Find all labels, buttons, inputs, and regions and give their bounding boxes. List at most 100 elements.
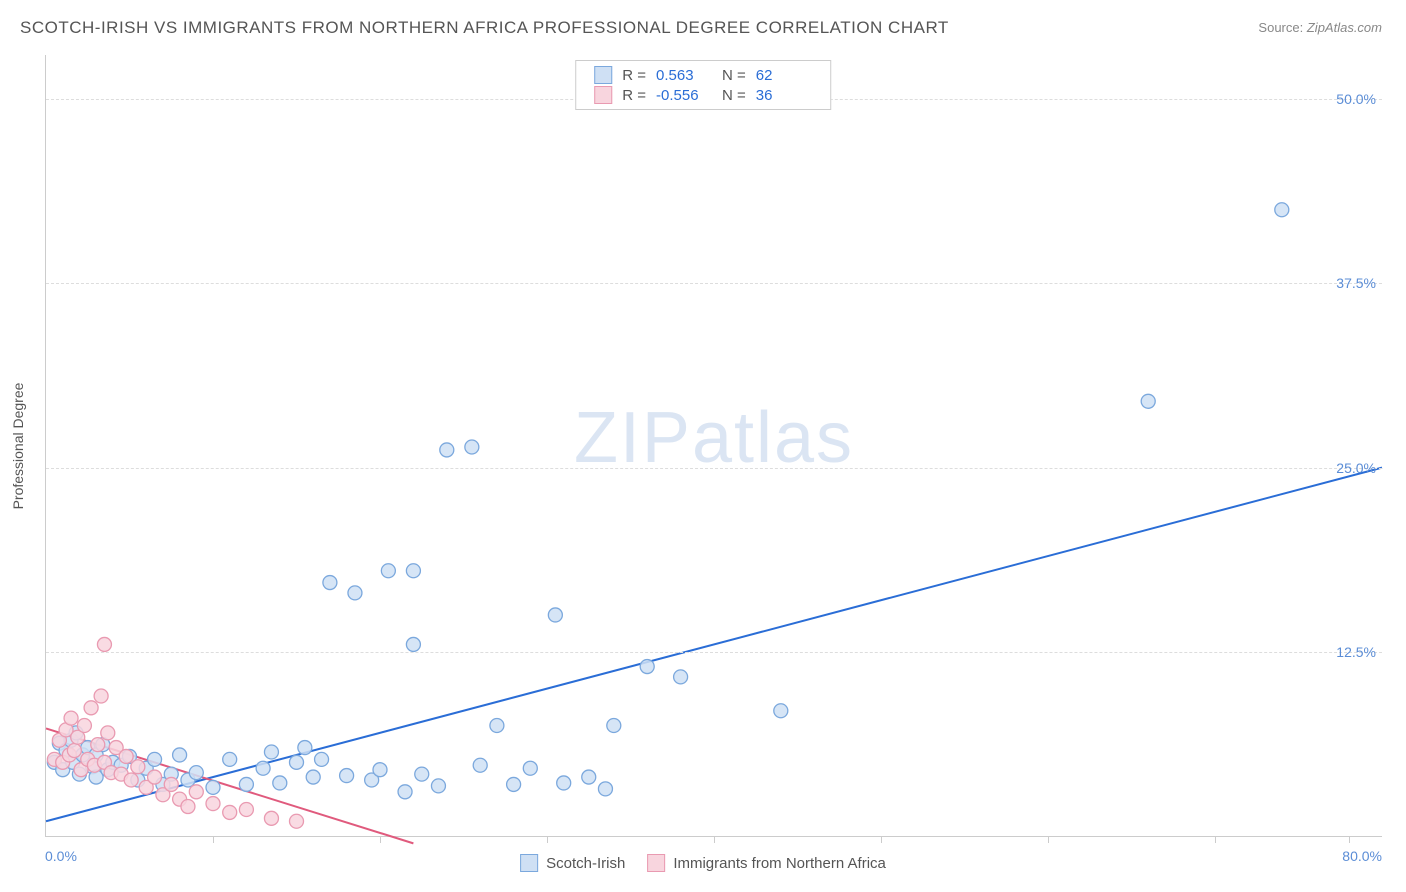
data-point [306, 770, 320, 784]
legend-label-b: Immigrants from Northern Africa [673, 855, 886, 872]
data-point [465, 440, 479, 454]
data-point [340, 769, 354, 783]
data-point [148, 770, 162, 784]
x-max-label: 80.0% [1342, 848, 1382, 864]
data-point [84, 701, 98, 715]
data-point [239, 802, 253, 816]
data-point [256, 761, 270, 775]
data-point [398, 785, 412, 799]
n-label-a: N = [722, 67, 746, 84]
data-point [431, 779, 445, 793]
source-label: Source: [1258, 20, 1303, 35]
x-tick [1349, 836, 1350, 843]
data-point [557, 776, 571, 790]
data-point [64, 711, 78, 725]
data-point [223, 805, 237, 819]
data-point [181, 800, 195, 814]
legend-swatch-b [647, 854, 665, 872]
data-point [598, 782, 612, 796]
data-point [101, 726, 115, 740]
x-tick [547, 836, 548, 843]
x-tick [1048, 836, 1049, 843]
data-point [67, 744, 81, 758]
data-point [774, 704, 788, 718]
plot-area: ZIPatlas [45, 55, 1382, 837]
y-tick-label: 25.0% [1336, 460, 1376, 476]
gridline [46, 652, 1382, 653]
data-point [315, 752, 329, 766]
bottom-legend: Scotch-Irish Immigrants from Northern Af… [520, 854, 886, 872]
legend-label-a: Scotch-Irish [546, 855, 625, 872]
x-min-label: 0.0% [45, 848, 77, 864]
data-point [490, 718, 504, 732]
r-label-a: R = [622, 67, 646, 84]
data-point [77, 718, 91, 732]
swatch-series-b [594, 86, 612, 104]
r-value-b: -0.556 [656, 87, 712, 104]
data-point [298, 741, 312, 755]
legend-item-a: Scotch-Irish [520, 854, 625, 872]
data-point [264, 811, 278, 825]
swatch-series-a [594, 66, 612, 84]
data-point [189, 785, 203, 799]
data-point [473, 758, 487, 772]
r-value-a: 0.563 [656, 67, 712, 84]
data-point [406, 564, 420, 578]
trend-line [46, 468, 1382, 822]
data-point [173, 748, 187, 762]
x-tick [1215, 836, 1216, 843]
gridline [46, 468, 1382, 469]
data-point [97, 637, 111, 651]
data-point [239, 777, 253, 791]
y-axis-label: Professional Degree [10, 383, 26, 510]
x-tick [881, 836, 882, 843]
data-point [381, 564, 395, 578]
data-point [206, 797, 220, 811]
data-point [290, 814, 304, 828]
y-tick-label: 12.5% [1336, 644, 1376, 660]
data-point [119, 749, 133, 763]
x-tick [213, 836, 214, 843]
data-point [206, 780, 220, 794]
r-label-b: R = [622, 87, 646, 104]
data-point [273, 776, 287, 790]
source-value: ZipAtlas.com [1307, 20, 1382, 35]
data-point [264, 745, 278, 759]
data-point [373, 763, 387, 777]
data-point [290, 755, 304, 769]
data-point [348, 586, 362, 600]
stats-legend-box: R = 0.563 N = 62 R = -0.556 N = 36 [575, 60, 831, 110]
n-value-b: 36 [756, 87, 812, 104]
data-point [164, 777, 178, 791]
y-tick-label: 37.5% [1336, 275, 1376, 291]
data-point [582, 770, 596, 784]
data-point [640, 660, 654, 674]
data-point [406, 637, 420, 651]
x-tick [714, 836, 715, 843]
data-point [189, 766, 203, 780]
data-point [131, 760, 145, 774]
legend-item-b: Immigrants from Northern Africa [647, 854, 886, 872]
data-point [323, 576, 337, 590]
data-point [91, 738, 105, 752]
legend-swatch-a [520, 854, 538, 872]
stats-row-series-a: R = 0.563 N = 62 [594, 65, 812, 85]
data-point [440, 443, 454, 457]
x-tick [380, 836, 381, 843]
data-point [124, 773, 138, 787]
n-value-a: 62 [756, 67, 812, 84]
data-point [1141, 394, 1155, 408]
n-label-b: N = [722, 87, 746, 104]
data-point [1275, 203, 1289, 217]
source-credit: Source: ZipAtlas.com [1258, 20, 1382, 35]
data-point [415, 767, 429, 781]
data-point [223, 752, 237, 766]
stats-row-series-b: R = -0.556 N = 36 [594, 85, 812, 105]
y-tick-label: 50.0% [1336, 91, 1376, 107]
gridline [46, 283, 1382, 284]
chart-title: SCOTCH-IRISH VS IMMIGRANTS FROM NORTHERN… [20, 18, 949, 38]
scatter-svg [46, 55, 1382, 836]
data-point [523, 761, 537, 775]
data-point [674, 670, 688, 684]
data-point [607, 718, 621, 732]
